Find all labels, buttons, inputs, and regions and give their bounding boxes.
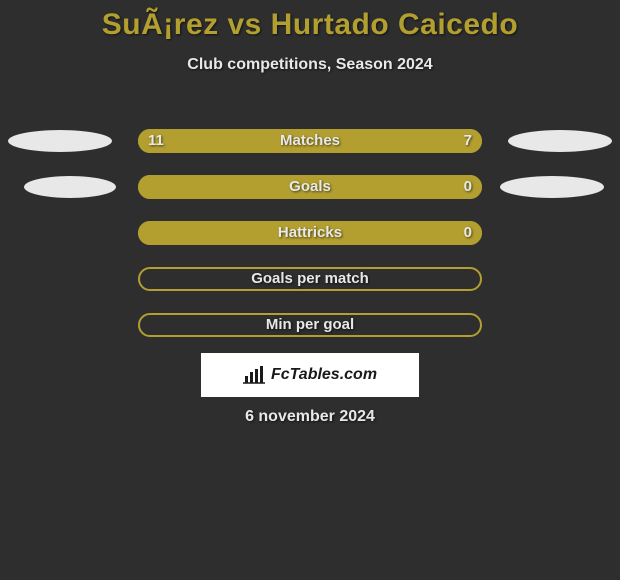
stat-row: 117Matches xyxy=(0,118,620,164)
brand-text: FcTables.com xyxy=(271,366,377,384)
stat-row: 0Hattricks xyxy=(0,210,620,256)
bar-track xyxy=(138,175,482,199)
bar-fill-left xyxy=(138,129,348,153)
bar-chart-icon xyxy=(243,366,265,384)
date-text: 6 november 2024 xyxy=(0,408,620,426)
brand-badge: FcTables.com xyxy=(201,353,419,397)
bar-track xyxy=(138,313,482,337)
bar-fill-right xyxy=(348,129,482,153)
side-ellipse-left xyxy=(24,176,116,198)
comparison-card: SuÃ¡rez vs Hurtado Caicedo Club competit… xyxy=(0,0,620,580)
bar-track xyxy=(138,129,482,153)
side-ellipse-right xyxy=(508,130,612,152)
subtitle: Club competitions, Season 2024 xyxy=(0,56,620,74)
bar-fill-left xyxy=(138,175,482,199)
stat-rows: 117Matches0Goals0HattricksGoals per matc… xyxy=(0,118,620,348)
side-ellipse-right xyxy=(500,176,604,198)
stat-row: Goals per match xyxy=(0,256,620,302)
bar-track xyxy=(138,221,482,245)
bar-track xyxy=(138,267,482,291)
stat-row: 0Goals xyxy=(0,164,620,210)
side-ellipse-left xyxy=(8,130,112,152)
bar-fill-left xyxy=(138,221,482,245)
stat-row: Min per goal xyxy=(0,302,620,348)
page-title: SuÃ¡rez vs Hurtado Caicedo xyxy=(0,0,620,42)
